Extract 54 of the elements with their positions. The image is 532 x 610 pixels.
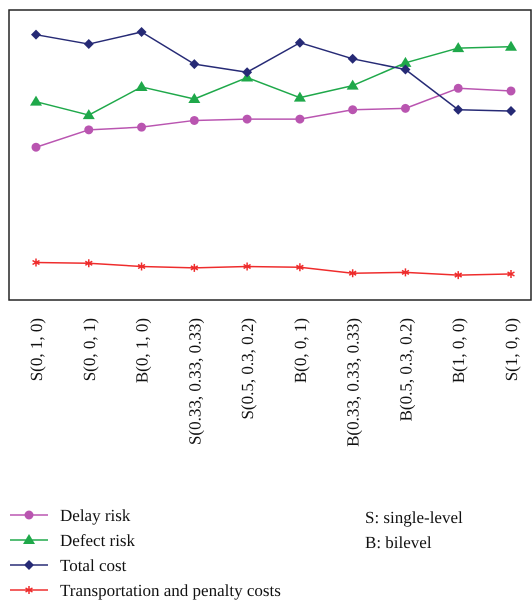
x-tick-label: S(1, 0, 0)	[502, 318, 521, 382]
legend-label: Transportation and penalty costs	[60, 581, 281, 600]
point	[31, 30, 41, 40]
point	[346, 80, 359, 90]
point	[506, 106, 516, 116]
legend-label: Delay risk	[60, 506, 131, 525]
x-tick-label: S(0.33, 0.33, 0.33)	[185, 318, 204, 446]
point	[32, 258, 40, 268]
x-tick-label: B(0, 1, 0)	[132, 318, 152, 384]
x-tick-label: S(0, 0, 1)	[80, 318, 99, 382]
point	[452, 42, 464, 52]
point	[454, 84, 463, 93]
x-tick-label: S(0.5, 0.3, 0.2)	[238, 318, 258, 420]
point	[454, 270, 462, 280]
legend-label: Defect risk	[60, 531, 136, 550]
point	[506, 86, 516, 96]
point	[84, 39, 94, 50]
point	[348, 54, 358, 64]
point	[189, 59, 200, 70]
x-tick-label: B(0, 0, 1)	[290, 318, 310, 384]
point	[242, 262, 252, 272]
point	[242, 114, 252, 124]
point	[136, 80, 148, 91]
point	[84, 258, 93, 268]
point	[296, 262, 304, 272]
point	[136, 27, 147, 37]
point	[242, 67, 252, 78]
point	[190, 116, 199, 125]
point	[32, 142, 40, 152]
point	[30, 96, 42, 106]
text: S: single-level	[365, 508, 464, 527]
point	[294, 38, 305, 48]
text: B: bilevel	[365, 533, 432, 552]
point	[400, 104, 410, 113]
point	[84, 125, 94, 134]
legend-label: Total cost	[60, 556, 127, 575]
point	[505, 40, 517, 51]
point	[295, 114, 304, 124]
x-tick-label: B(0.33, 0.33, 0.33)	[344, 318, 363, 447]
point	[348, 105, 358, 114]
point	[348, 268, 357, 278]
x-tick-label: B(1, 0, 0)	[449, 318, 468, 384]
point	[400, 64, 410, 75]
x-tick-label: B(0.5, 0.3, 0.2)	[396, 318, 416, 422]
point	[294, 92, 306, 102]
point	[401, 268, 410, 278]
point	[188, 93, 200, 103]
point	[82, 109, 95, 120]
point	[190, 263, 199, 273]
point	[506, 269, 516, 279]
point	[137, 262, 146, 272]
point	[137, 122, 146, 132]
x-tick-label: S(0, 1, 0)	[27, 318, 46, 382]
point	[453, 104, 464, 115]
